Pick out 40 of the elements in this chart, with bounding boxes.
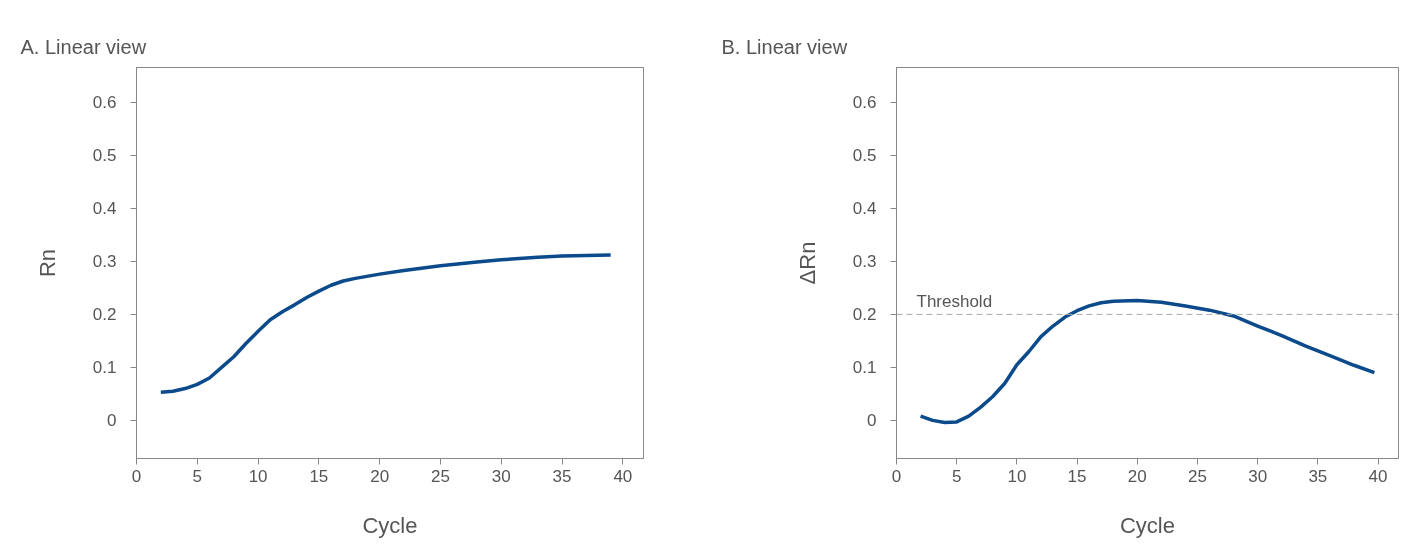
x-axis-title: Cycle — [362, 512, 418, 538]
x-tick-label: 35 — [1308, 466, 1328, 486]
chart-title: A. Linear view — [20, 35, 147, 58]
y-tick-label: 0 — [867, 411, 877, 431]
y-tick-label: 0.6 — [852, 93, 877, 113]
y-tick-label: 0.3 — [852, 252, 877, 272]
x-tick-label: 35 — [552, 466, 572, 486]
y-tick-label: 0.2 — [92, 305, 117, 325]
x-tick-label: 10 — [248, 466, 268, 486]
y-tick-label: 0.1 — [92, 358, 117, 378]
x-tick-label: 20 — [1127, 466, 1147, 486]
x-tick-label: 15 — [309, 466, 329, 486]
x-tick-label: 25 — [431, 466, 450, 486]
y-tick-label: 0.5 — [92, 146, 117, 166]
x-axis-title: Cycle — [1119, 512, 1176, 538]
y-axis-title: Rn — [34, 248, 60, 278]
x-tick-label: 25 — [1188, 466, 1207, 486]
y-tick-label: 0.6 — [92, 93, 117, 113]
y-tick-label: 0.3 — [92, 252, 117, 272]
chart-title: B. Linear view — [721, 35, 848, 58]
y-tick-label: 0.4 — [852, 199, 877, 219]
x-tick-label: 15 — [1067, 466, 1087, 486]
x-tick-label: 40 — [613, 466, 633, 486]
x-tick-label: 0 — [131, 466, 142, 486]
x-tick-label: 0 — [891, 466, 902, 486]
y-tick-label: 0.2 — [852, 305, 877, 325]
x-tick-label: 30 — [491, 466, 511, 486]
x-tick-label: 5 — [951, 466, 962, 486]
line-series — [159, 253, 613, 395]
x-tick-label: 5 — [192, 466, 203, 486]
x-tick-label: 10 — [1007, 466, 1027, 486]
x-tick-label: 30 — [1248, 466, 1268, 486]
x-tick-label: 20 — [370, 466, 390, 486]
y-tick-label: 0 — [107, 411, 117, 431]
y-tick-label: 0.4 — [92, 199, 117, 219]
ref-line-label: Threshold — [916, 292, 993, 312]
y-tick-label: 0.5 — [852, 146, 877, 166]
y-tick-label: 0.1 — [852, 358, 877, 378]
y-axis-title: ΔRn — [794, 241, 820, 285]
x-tick-label: 40 — [1368, 466, 1388, 486]
